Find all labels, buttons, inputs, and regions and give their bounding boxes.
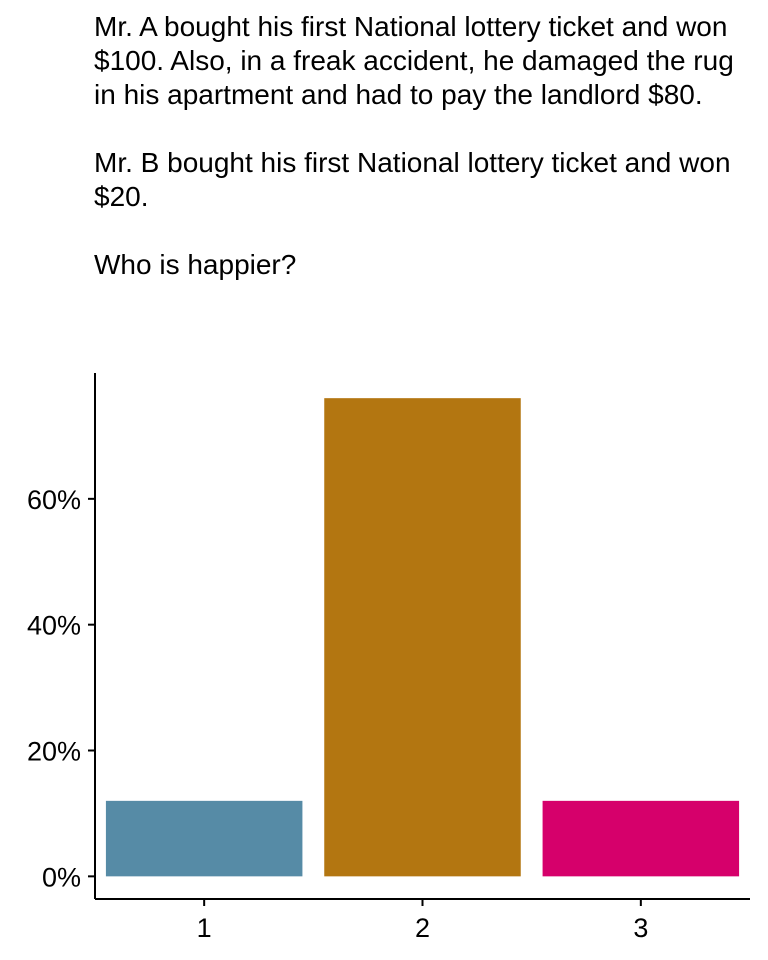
title-paragraph-mr-a: Mr. A bought his first National lottery … [94, 11, 734, 110]
bar-2 [324, 398, 521, 877]
x-tick-label-3: 3 [633, 913, 648, 943]
bar-1 [105, 800, 303, 877]
y-tick-label-40: 40% [27, 611, 81, 641]
y-tick-label-60: 60% [27, 485, 81, 515]
y-axis-ticks: 0% 20% 40% 60% [27, 485, 95, 892]
bars-group [105, 398, 740, 877]
y-tick-label-20: 20% [27, 737, 81, 767]
x-tick-label-2: 2 [415, 913, 430, 943]
chart-title: Mr. A bought his first National lottery … [94, 10, 754, 282]
y-tick-label-0: 0% [42, 862, 81, 892]
title-paragraph-question: Who is happier? [94, 249, 297, 280]
bar-3 [542, 800, 740, 877]
x-tick-label-1: 1 [197, 913, 212, 943]
x-axis-ticks: 1 2 3 [197, 899, 648, 943]
title-paragraph-mr-b: Mr. B bought his first National lottery … [94, 147, 731, 212]
